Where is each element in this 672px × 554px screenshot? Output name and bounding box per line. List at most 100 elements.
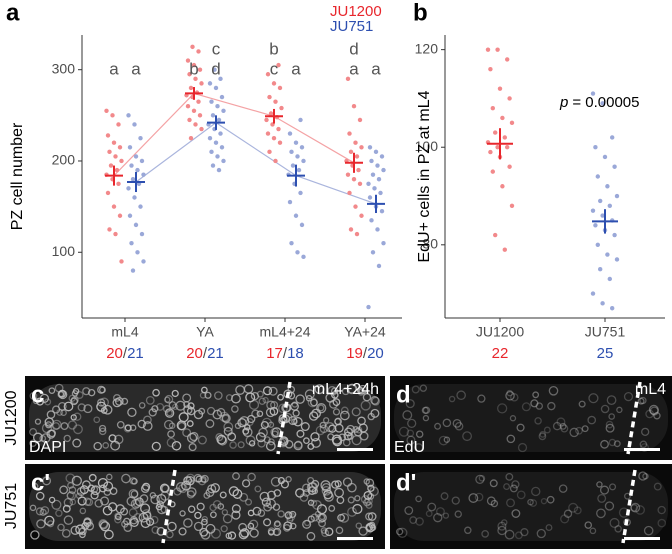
nucleus — [438, 435, 449, 446]
data-point — [191, 62, 197, 68]
nucleus — [219, 491, 227, 499]
data-point — [127, 213, 133, 218]
nucleus — [185, 475, 195, 486]
nucleus — [116, 420, 125, 429]
nucleus — [70, 397, 78, 406]
data-point — [290, 163, 296, 168]
nucleus — [277, 393, 284, 401]
nucleus — [501, 519, 508, 526]
nucleus — [451, 496, 460, 505]
nucleus — [102, 442, 110, 449]
nucleus — [150, 515, 159, 525]
nucleus — [307, 486, 317, 495]
nucleus — [63, 434, 71, 443]
nucleus — [278, 403, 288, 414]
p-text: = 0.00005 — [572, 94, 639, 111]
nucleus — [560, 514, 570, 524]
nucleus — [307, 477, 315, 485]
data-point — [296, 167, 302, 173]
data-point — [117, 213, 123, 218]
nucleus — [69, 498, 77, 506]
nucleus — [201, 518, 208, 526]
nucleus — [509, 484, 518, 493]
nucleus — [540, 497, 548, 505]
nucleus — [397, 527, 408, 538]
nucleus — [265, 407, 276, 418]
data-point — [221, 158, 226, 164]
data-point — [298, 190, 303, 196]
data-point — [187, 72, 192, 77]
nucleus — [41, 422, 53, 434]
nucleus — [81, 522, 90, 530]
nucleus — [641, 427, 650, 436]
nucleus — [247, 472, 256, 482]
pz-boundary — [626, 381, 642, 455]
data-point — [593, 223, 598, 228]
data-point — [605, 184, 610, 189]
nucleus — [354, 495, 361, 502]
nucleus — [221, 413, 231, 424]
data-point — [590, 208, 596, 213]
nucleus — [238, 529, 249, 540]
data-point — [600, 101, 605, 106]
nucleus — [248, 440, 256, 447]
nucleus — [609, 517, 620, 528]
data-point — [354, 231, 360, 237]
nucleus — [130, 498, 141, 509]
data-point — [502, 135, 507, 140]
sample-size: 22 — [492, 345, 509, 362]
nucleus — [608, 413, 616, 420]
nucleus — [121, 397, 129, 405]
nucleus — [142, 482, 151, 491]
nucleus — [210, 483, 220, 493]
y-tick-label: 200 — [52, 152, 76, 168]
nucleus — [70, 414, 77, 421]
nucleus — [172, 403, 179, 411]
nucleus — [464, 526, 472, 535]
nucleus — [239, 492, 249, 502]
nucleus — [67, 482, 75, 489]
nucleus — [186, 432, 198, 444]
data-point — [347, 131, 352, 136]
nucleus — [73, 424, 83, 435]
data-point — [612, 164, 617, 169]
data-point — [497, 86, 503, 91]
nucleus — [142, 421, 153, 431]
nucleus — [527, 498, 534, 506]
nucleus — [347, 496, 355, 504]
nucleus — [319, 421, 327, 429]
nucleus — [85, 498, 94, 507]
data-point — [353, 204, 358, 209]
nucleus — [597, 493, 607, 503]
nucleus — [422, 406, 431, 415]
nucleus — [606, 395, 617, 405]
nucleus — [206, 406, 216, 416]
data-point — [221, 108, 226, 113]
nucleus — [273, 521, 282, 530]
data-point — [502, 247, 507, 252]
nucleus — [194, 511, 202, 520]
legend-entry: JU1200 — [330, 3, 382, 20]
data-point — [614, 257, 620, 262]
nucleus — [60, 422, 69, 431]
nucleus — [293, 416, 303, 427]
data-point — [132, 122, 137, 127]
nucleus — [127, 407, 137, 418]
n: 17 — [266, 345, 283, 362]
nucleus — [407, 418, 417, 429]
x-tick-label: JU751 — [585, 324, 626, 340]
nucleus — [575, 426, 583, 435]
data-point — [129, 240, 134, 246]
scale-bar — [624, 537, 660, 540]
nucleus — [589, 527, 597, 535]
panel-letter: c' — [31, 469, 50, 496]
nucleus — [140, 503, 151, 514]
nucleus — [305, 394, 313, 402]
nucleus — [477, 394, 486, 403]
nucleus — [164, 408, 175, 418]
nucleus — [509, 415, 517, 422]
nucleus — [516, 423, 525, 432]
nucleus — [609, 483, 617, 491]
nucleus — [310, 432, 320, 442]
nucleus — [205, 419, 215, 429]
